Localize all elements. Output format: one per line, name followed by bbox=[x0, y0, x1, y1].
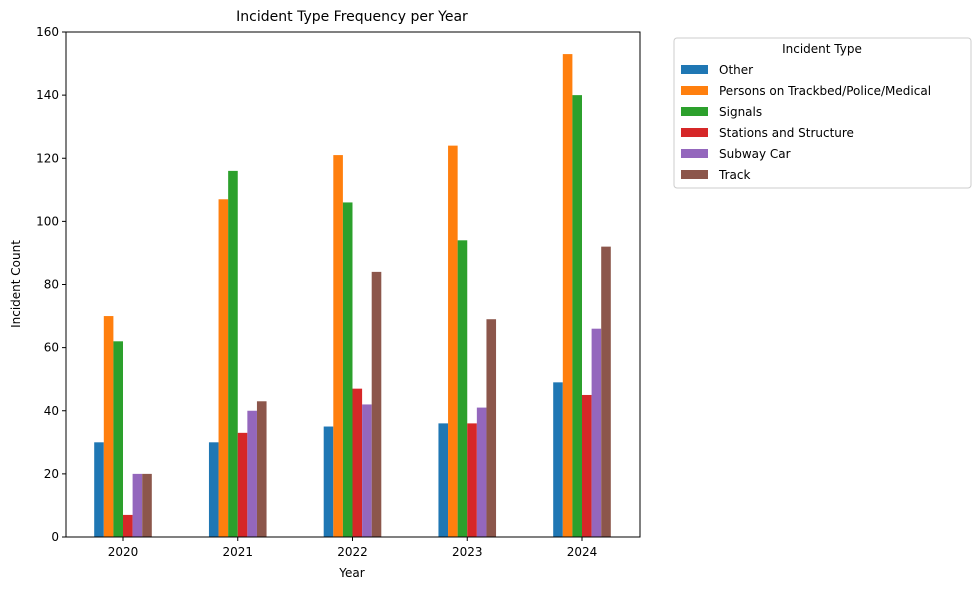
y-tick-label: 20 bbox=[44, 467, 59, 481]
y-tick-label: 0 bbox=[51, 530, 59, 544]
legend-label: Signals bbox=[719, 105, 762, 119]
bar-persons-on-trackbed-police-medical-2022 bbox=[333, 155, 343, 537]
bar-track-2020 bbox=[142, 473, 152, 538]
bar-other-2022 bbox=[323, 426, 334, 537]
legend-items: Other Persons on Trackbed/Police/Medical S… bbox=[681, 63, 931, 182]
x-tick-label: 2020 bbox=[108, 545, 139, 559]
bar-signals-2024 bbox=[572, 95, 582, 538]
bar-signals-2021 bbox=[228, 170, 238, 538]
y-tick-label: 100 bbox=[36, 214, 59, 228]
y-tick-label: 160 bbox=[36, 25, 59, 39]
bar-other-2024 bbox=[553, 382, 563, 537]
bar-track-2022 bbox=[371, 271, 382, 538]
legend-swatch bbox=[681, 149, 708, 158]
bar-signals-2022 bbox=[342, 202, 353, 537]
bar-persons-on-trackbed-police-medical-2024 bbox=[562, 54, 573, 538]
bar-subway-car-2020 bbox=[132, 473, 143, 538]
bar-signals-2020 bbox=[113, 341, 123, 537]
bar-other-2023 bbox=[438, 423, 449, 538]
x-tick-label: 2023 bbox=[452, 545, 483, 559]
bar-subway-car-2022 bbox=[362, 404, 372, 537]
y-tick-label: 40 bbox=[44, 404, 59, 418]
y-tick-label: 60 bbox=[44, 341, 59, 355]
y-axis-label: Incident Count bbox=[9, 240, 23, 328]
bar-subway-car-2021 bbox=[247, 410, 257, 537]
y-tick-label: 80 bbox=[44, 278, 59, 292]
x-tick-label: 2022 bbox=[337, 545, 368, 559]
bar-track-2023 bbox=[486, 319, 497, 537]
legend-label: Other bbox=[719, 63, 753, 77]
legend-swatch bbox=[681, 170, 708, 179]
bar-stations-and-structure-2020 bbox=[123, 514, 133, 537]
bar-stations-and-structure-2021 bbox=[237, 432, 248, 537]
bar-subway-car-2023 bbox=[476, 407, 487, 537]
legend-label: Persons on Trackbed/Police/Medical bbox=[719, 84, 931, 98]
bar-other-2020 bbox=[94, 442, 104, 537]
legend: Incident Type Other Persons on Trackbed/P… bbox=[673, 37, 972, 189]
bars-layer bbox=[94, 54, 611, 538]
legend-swatch bbox=[681, 65, 708, 74]
bar-persons-on-trackbed-police-medical-2023 bbox=[448, 145, 458, 538]
x-axis: 2020 2021 2022 2023 2024 bbox=[108, 537, 598, 559]
x-axis-label: Year bbox=[338, 566, 364, 580]
chart-title: Incident Type Frequency per Year bbox=[236, 9, 468, 25]
y-axis: 0 20 40 60 80 100 120 140 160 bbox=[36, 25, 66, 544]
bar-subway-car-2024 bbox=[591, 328, 602, 537]
bar-stations-and-structure-2024 bbox=[582, 394, 592, 537]
x-tick-label: 2021 bbox=[222, 545, 253, 559]
legend-box bbox=[673, 37, 972, 189]
bar-track-2024 bbox=[601, 246, 611, 538]
bar-stations-and-structure-2023 bbox=[467, 423, 477, 538]
legend-swatch bbox=[681, 86, 708, 95]
bar-track-2021 bbox=[256, 401, 267, 537]
bar-persons-on-trackbed-police-medical-2021 bbox=[218, 199, 229, 537]
y-tick-label: 120 bbox=[36, 151, 59, 165]
bar-other-2021 bbox=[208, 442, 219, 537]
legend-label: Stations and Structure bbox=[719, 126, 854, 140]
bar-signals-2023 bbox=[457, 240, 468, 537]
bar-stations-and-structure-2022 bbox=[352, 388, 363, 537]
bar-persons-on-trackbed-police-medical-2020 bbox=[103, 316, 114, 537]
legend-swatch bbox=[681, 128, 708, 137]
legend-label: Track bbox=[718, 168, 750, 182]
x-tick-label: 2024 bbox=[567, 545, 598, 559]
legend-title: Incident Type bbox=[782, 42, 862, 56]
y-tick-label: 140 bbox=[36, 88, 59, 102]
legend-label: Subway Car bbox=[719, 147, 791, 161]
legend-swatch bbox=[681, 107, 708, 116]
